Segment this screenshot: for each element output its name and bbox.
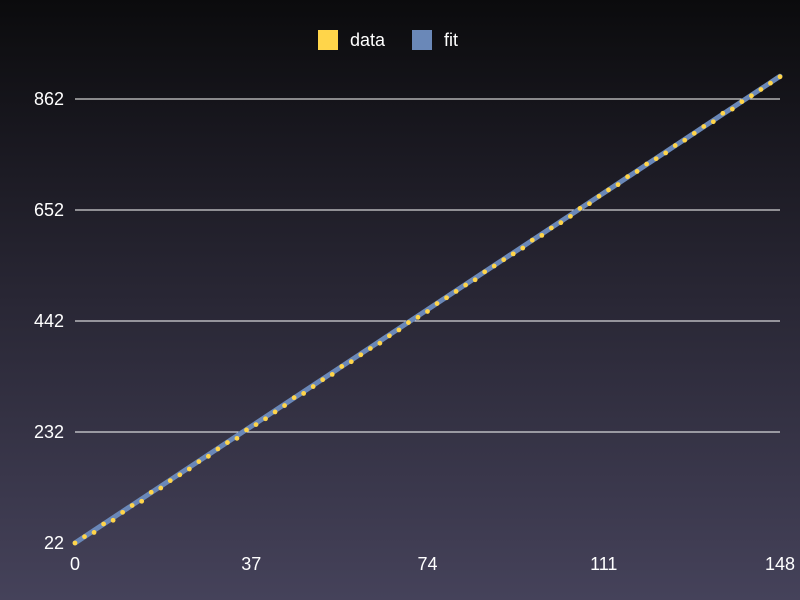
data-point [110, 517, 116, 523]
data-point [72, 540, 78, 546]
y-tick-label: 442 [34, 311, 64, 331]
x-tick-label: 37 [241, 554, 261, 574]
data-point [739, 99, 745, 105]
y-tick-labels: 22 232 442 652 862 [34, 89, 64, 553]
data-point [91, 530, 97, 535]
legend-swatch-fit [412, 30, 432, 50]
data-point [253, 422, 259, 427]
data-point [625, 174, 630, 180]
data-point [491, 263, 497, 269]
data-point [663, 150, 669, 156]
data-point [720, 110, 726, 116]
data-point [120, 509, 126, 515]
data-point [129, 503, 135, 508]
data-point [539, 232, 545, 238]
data-point [510, 251, 516, 257]
x-tick-label: 148 [765, 554, 795, 574]
data-point [548, 225, 554, 231]
data-point [577, 206, 583, 211]
data-point [301, 391, 307, 396]
data-point [615, 182, 621, 188]
data-point [729, 106, 735, 112]
data-point [453, 289, 459, 294]
data-point [758, 87, 764, 92]
x-tick-label: 74 [417, 554, 437, 574]
data-point [682, 137, 688, 143]
data-point [768, 80, 773, 86]
data-point [501, 257, 507, 263]
data-point [82, 534, 87, 540]
gridlines [75, 98, 780, 433]
data-point [406, 320, 411, 325]
data-point [386, 333, 392, 339]
data-point [691, 130, 697, 136]
data-point [310, 384, 316, 389]
legend-swatch-data [318, 30, 338, 50]
data-point [472, 277, 478, 283]
data-point [282, 403, 287, 408]
data-point [234, 435, 240, 441]
data-point [482, 269, 488, 275]
data-point [558, 220, 564, 226]
data-point [653, 156, 659, 162]
data-point [634, 169, 640, 174]
y-tick-label: 862 [34, 89, 64, 109]
data-point [568, 213, 573, 219]
data-point [167, 478, 173, 484]
data-point [425, 309, 430, 314]
x-tick-labels: 0 37 74 111 148 [70, 554, 795, 574]
data-point [749, 93, 754, 99]
data-point [415, 314, 421, 320]
data-point [186, 466, 192, 472]
legend-label-fit: fit [444, 30, 458, 50]
data-point [367, 346, 373, 351]
y-tick-label: 22 [44, 533, 64, 553]
data-point [196, 459, 202, 464]
data-point [291, 395, 297, 401]
data-point [377, 340, 383, 346]
data-point [596, 193, 602, 199]
data-point [339, 364, 345, 369]
x-tick-label: 0 [70, 554, 80, 574]
data-point [225, 440, 230, 445]
y-tick-label: 652 [34, 200, 64, 220]
legend-label-data: data [350, 30, 386, 50]
data-point [644, 161, 650, 167]
data-point [444, 295, 449, 301]
data-point [148, 489, 154, 495]
x-tick-label: 111 [590, 554, 617, 574]
data-point [139, 498, 145, 504]
data-point [101, 521, 106, 527]
data-point [329, 371, 335, 377]
y-tick-label: 232 [34, 422, 64, 442]
data-series [72, 74, 783, 546]
data-point [348, 359, 354, 365]
data-point [320, 377, 326, 383]
legend: data fit [318, 30, 458, 50]
data-point [177, 472, 183, 478]
data-point [701, 124, 707, 129]
data-point [205, 453, 211, 459]
data-point [587, 201, 592, 207]
data-point [672, 143, 678, 148]
data-point [606, 187, 611, 193]
data-point [777, 74, 783, 80]
data-point [463, 282, 469, 288]
data-point [520, 245, 526, 251]
data-point [272, 409, 278, 415]
data-point [215, 446, 221, 452]
data-point [434, 301, 440, 306]
data-point [244, 427, 249, 433]
data-point [710, 119, 716, 125]
data-point [158, 485, 164, 491]
data-point [529, 237, 535, 243]
data-point [358, 352, 364, 358]
data-point [263, 416, 268, 422]
data-point [396, 327, 402, 333]
